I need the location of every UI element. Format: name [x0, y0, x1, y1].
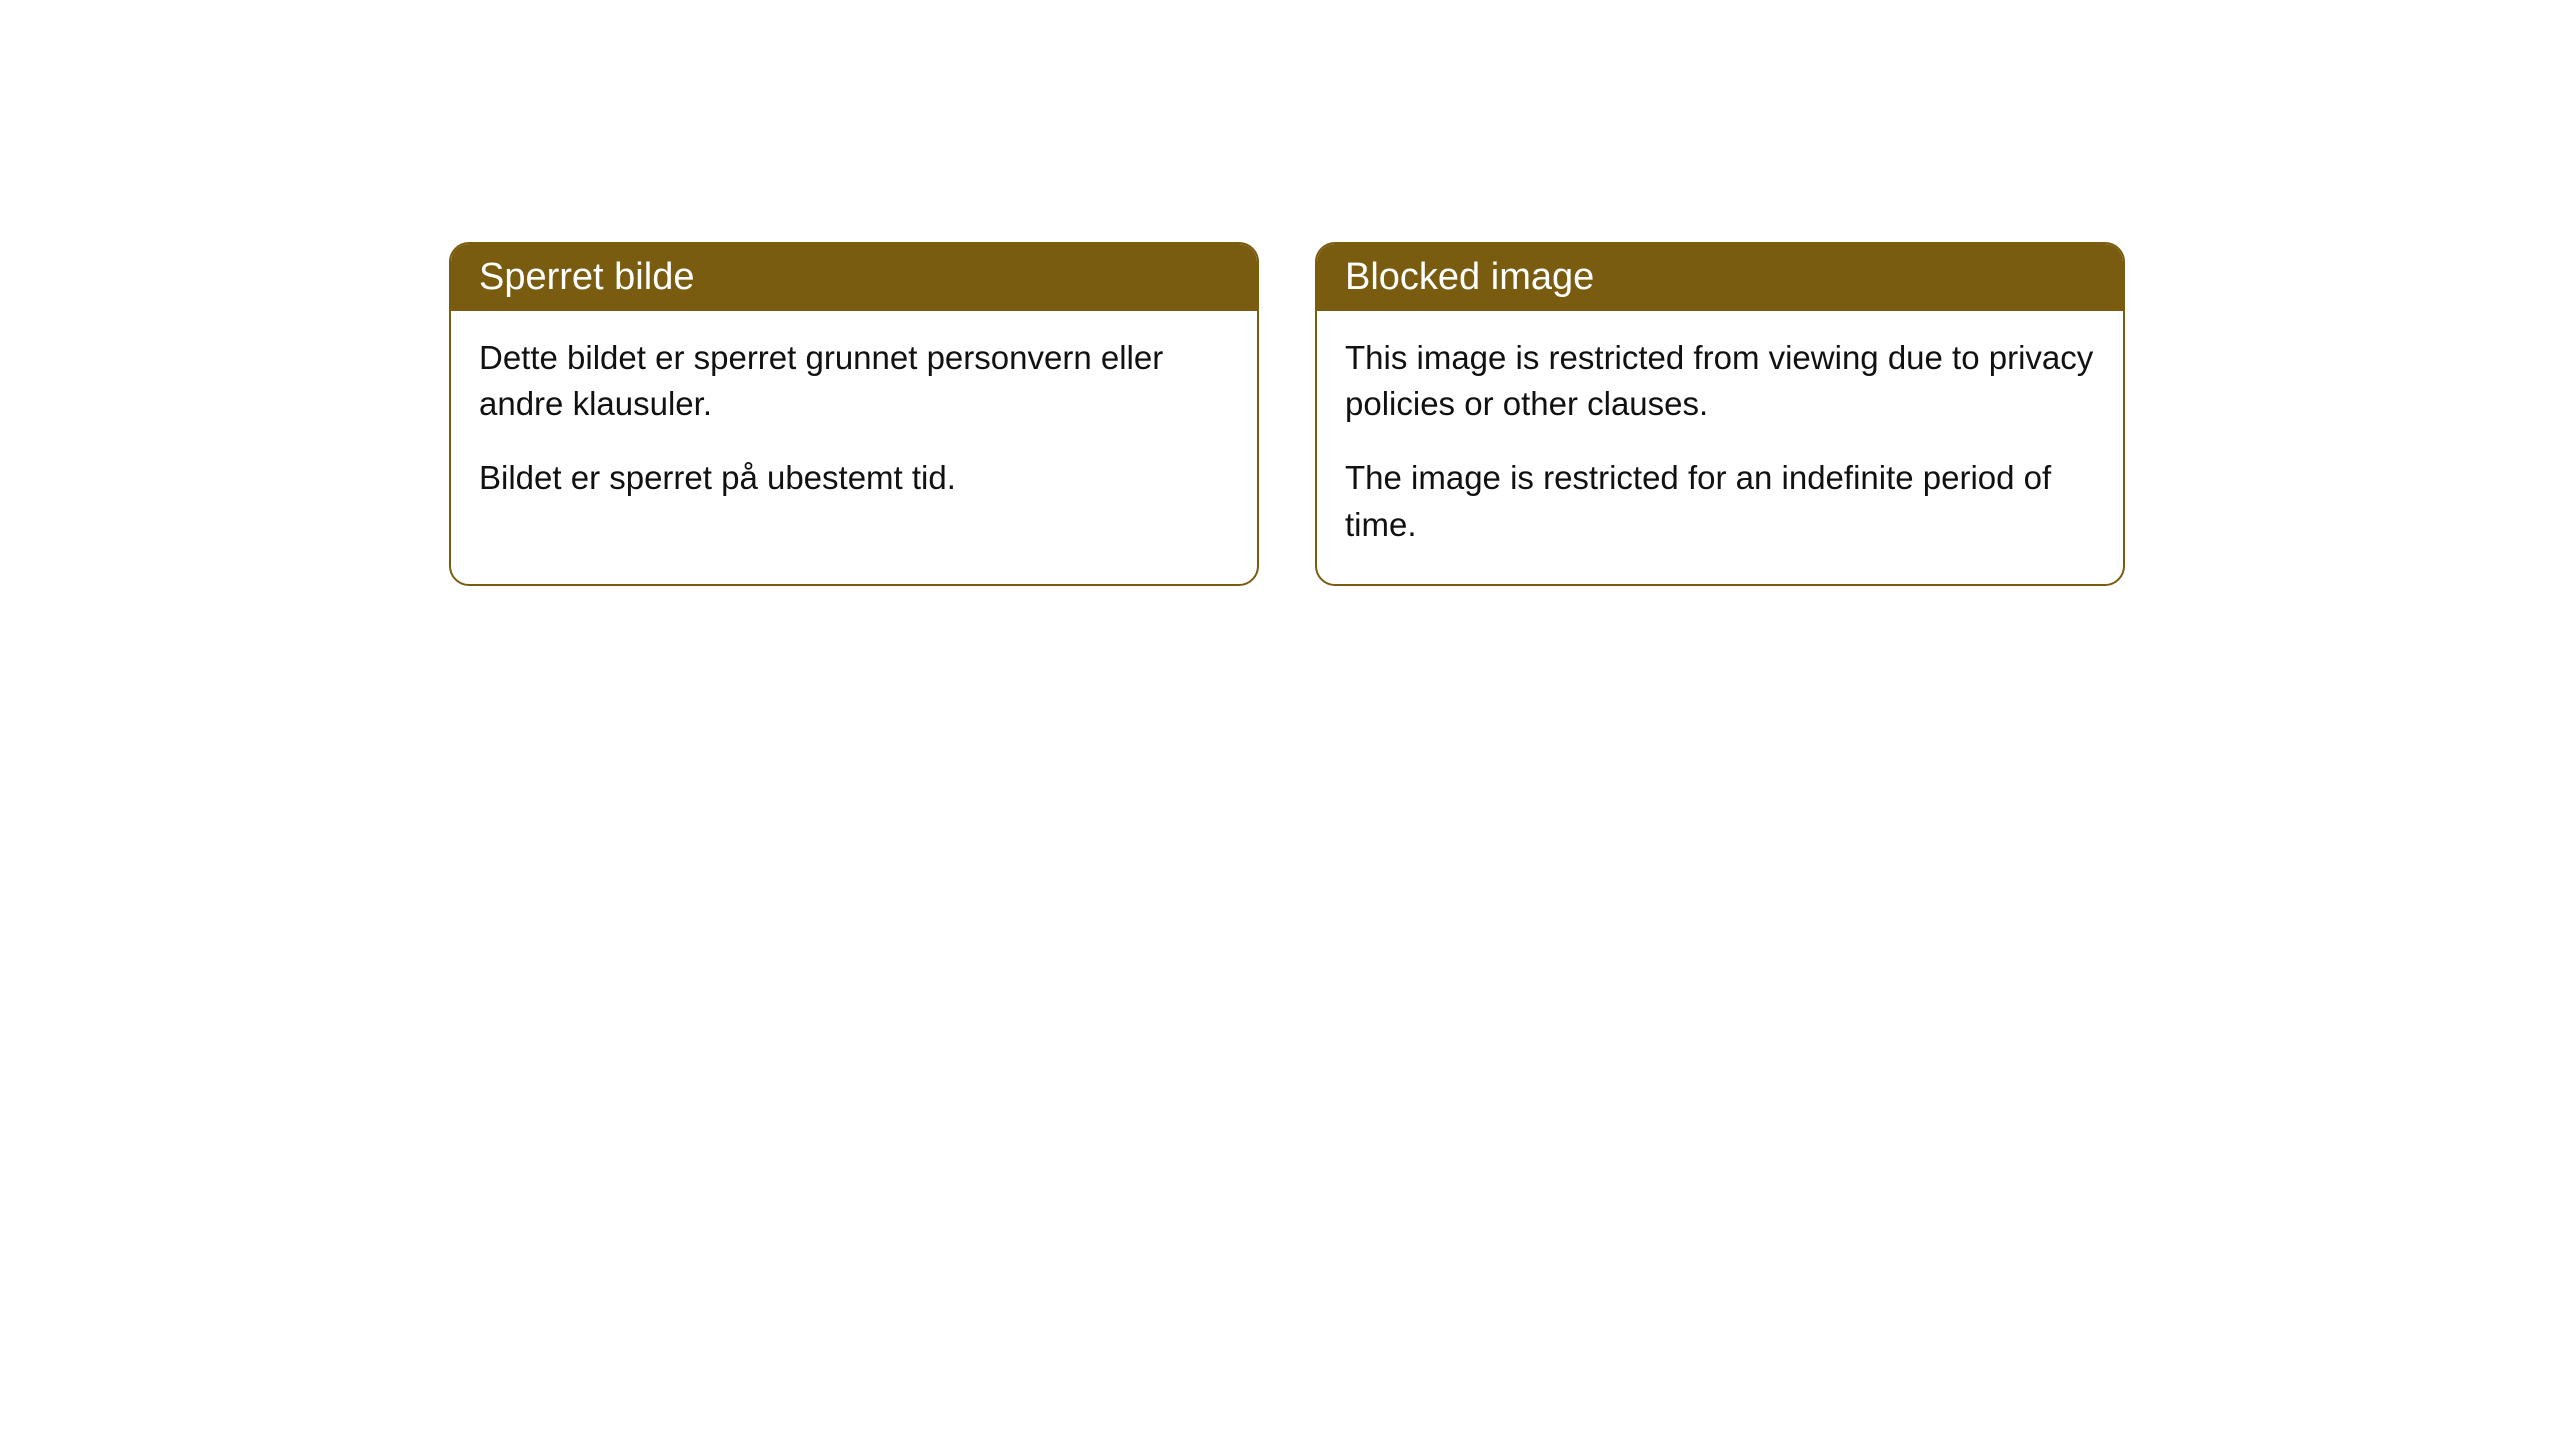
notice-body: This image is restricted from viewing du… [1317, 311, 2123, 584]
notice-paragraph-2: The image is restricted for an indefinit… [1345, 455, 2095, 547]
notice-box-english: Blocked image This image is restricted f… [1315, 242, 2125, 586]
notice-title: Sperret bilde [451, 244, 1257, 311]
notice-box-norwegian: Sperret bilde Dette bildet er sperret gr… [449, 242, 1259, 586]
notice-paragraph-2: Bildet er sperret på ubestemt tid. [479, 455, 1229, 501]
notice-title: Blocked image [1317, 244, 2123, 311]
notice-paragraph-1: Dette bildet er sperret grunnet personve… [479, 335, 1229, 427]
notice-paragraph-1: This image is restricted from viewing du… [1345, 335, 2095, 427]
notice-body: Dette bildet er sperret grunnet personve… [451, 311, 1257, 538]
notice-container: Sperret bilde Dette bildet er sperret gr… [449, 242, 2125, 586]
